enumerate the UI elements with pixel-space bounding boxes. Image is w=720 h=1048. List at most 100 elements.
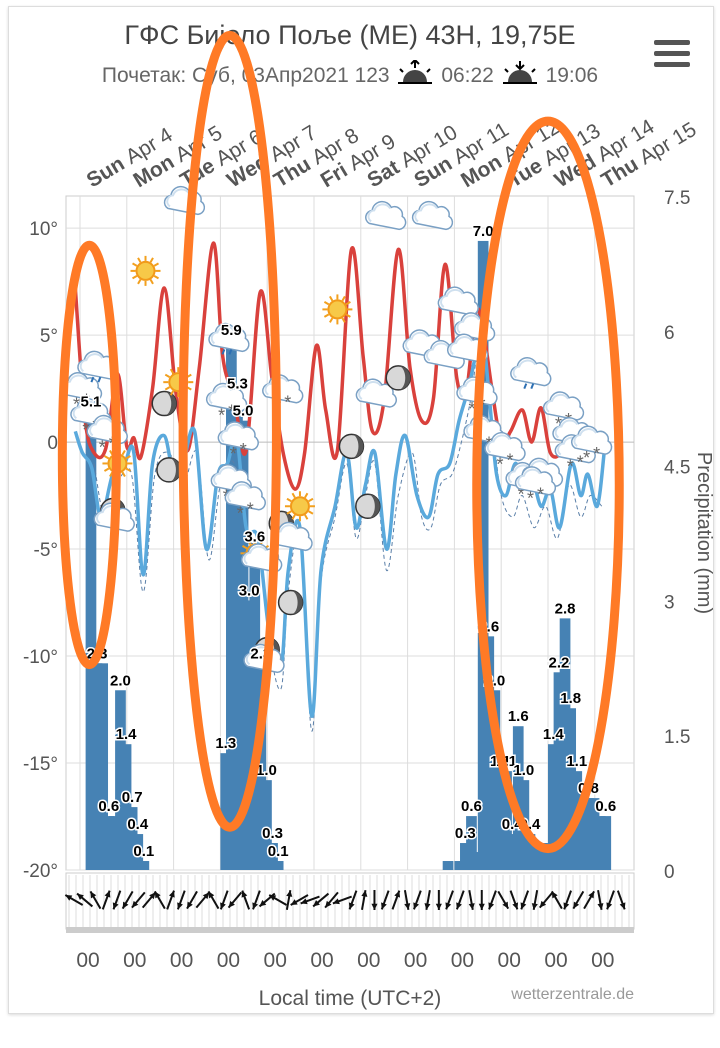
raindrop-icon <box>228 348 233 355</box>
weather-moon-icon <box>156 457 182 483</box>
precip-bar <box>103 816 115 870</box>
temp-tick-label: -5° <box>34 540 59 561</box>
raindrop-icon <box>221 348 226 355</box>
precip-bar <box>120 744 132 870</box>
wind-arrow-icon <box>509 890 519 910</box>
wind-arrow-icon <box>520 890 530 910</box>
precip-bar <box>267 843 278 870</box>
temp-tick-label: 10° <box>29 219 58 240</box>
wind-arrow-icon <box>361 889 368 911</box>
wind-arrow-icon <box>153 890 166 910</box>
snowflake-icon: * <box>218 405 225 425</box>
weather-cloud-snow-icon <box>542 391 585 421</box>
hamburger-menu-icon[interactable] <box>654 40 690 68</box>
wind-arrow-icon <box>290 894 309 906</box>
wind-arrow-icon <box>186 890 198 910</box>
precip-value-label: 0.6 <box>595 798 616 815</box>
precip-bar <box>483 636 495 870</box>
precip-bar <box>600 816 612 870</box>
snowflake-icon: * <box>577 453 584 473</box>
wind-arrow-icon <box>616 890 626 910</box>
wind-arrow-icon <box>176 890 186 910</box>
wind-arrow-icon <box>413 890 422 910</box>
x-tick-label: 00 <box>451 949 474 972</box>
wind-arrow-icon <box>131 891 146 909</box>
snowflake-icon: * <box>240 440 247 460</box>
precip-value-label: 5.3 <box>227 376 248 393</box>
x-tick-label: 00 <box>404 949 427 972</box>
precip-bar <box>594 816 606 870</box>
weather-cloud-snow-icon <box>224 481 266 511</box>
precip-bar <box>495 771 506 870</box>
wind-arrow-icon <box>551 890 563 910</box>
precip-value-label: 1.1 <box>566 753 587 770</box>
precip-bar <box>530 843 541 870</box>
precip-value-label: 5.0 <box>233 403 254 420</box>
precip-bar <box>442 861 454 870</box>
weather-moon-icon <box>338 433 365 460</box>
wind-arrow-icon <box>268 894 288 906</box>
x-tick-label: 00 <box>310 949 333 972</box>
wind-arrow-icon <box>424 889 431 911</box>
wind-arrow-icon <box>572 890 585 910</box>
precip-bar <box>524 834 536 870</box>
precip-value-label: 1.3 <box>215 735 236 752</box>
snowflake-icon: * <box>583 448 590 468</box>
x-axis-title: Local time (UTC+2) <box>259 987 442 1010</box>
wind-arrow-icon <box>312 892 330 908</box>
precip-tick-label: 6 <box>664 323 675 344</box>
wind-arrow-icon <box>64 894 84 906</box>
wind-arrow-icon <box>445 890 454 910</box>
weather-moon-icon <box>277 589 304 616</box>
weather-cloud-snow-icon <box>514 466 557 496</box>
precip-bar <box>272 861 284 870</box>
page-title: ГФС Бијело Поље (МЕ) 43Н, 19,75Е <box>124 20 576 50</box>
wind-arrow-icon <box>141 891 157 909</box>
wind-strip <box>65 872 635 930</box>
wind-arrow-icon <box>241 890 251 910</box>
precip-value-label: 2.0 <box>110 672 131 689</box>
precip-tick-label: 7.5 <box>664 188 690 209</box>
wind-arrow-icon <box>219 890 229 910</box>
precip-value-label: 1.8 <box>560 690 581 707</box>
temp-tick-label: -10° <box>23 647 58 668</box>
snowflake-icon: * <box>230 444 237 464</box>
precip-value-label: 1.0 <box>513 762 534 779</box>
snowflake-icon: * <box>507 450 514 470</box>
precip-value-label: 1.6 <box>508 708 529 725</box>
precip-value-label: 5.9 <box>221 322 242 339</box>
wind-arrow-icon <box>324 891 339 909</box>
precip-bar <box>553 672 565 870</box>
annotation-ellipse <box>472 116 624 854</box>
wind-arrow-icon <box>403 889 411 911</box>
weather-sun-icon <box>284 491 315 522</box>
weather-sun-icon <box>322 294 353 325</box>
snowflake-icon: * <box>537 485 544 505</box>
precip-tick-label: 4.5 <box>664 458 690 479</box>
precip-tick-label: 0 <box>664 862 675 883</box>
precip-bar <box>477 240 489 870</box>
x-tick-label: 00 <box>591 949 614 972</box>
snowflake-icon: * <box>82 420 89 440</box>
precip-bar <box>249 546 261 870</box>
precip-bar <box>126 807 138 870</box>
precip-bar <box>226 339 237 871</box>
precip-bar <box>577 798 588 870</box>
x-tick-label: 00 <box>170 949 193 972</box>
snowflake-icon: * <box>497 454 504 474</box>
precip-value-label: 0.6 <box>98 798 119 815</box>
precip-bar <box>501 771 512 870</box>
snowflake-icon: * <box>237 504 244 524</box>
weather-moon-icon <box>355 493 381 520</box>
precip-axis-title: Precipitation (mm) <box>693 452 715 614</box>
wind-arrow-icon <box>252 890 261 910</box>
x-tick-label: 00 <box>217 949 240 972</box>
credit-label: wetterzentrale.de <box>510 986 634 1003</box>
precip-bar <box>548 744 559 870</box>
wind-arrow-icon <box>101 890 111 910</box>
sunset-time: 19:06 <box>545 64 599 87</box>
weather-cloud-icon <box>355 378 397 408</box>
weather-moon-icon <box>385 365 411 391</box>
weather-cloud-snow-icon <box>205 382 248 413</box>
annotation-ellipse <box>57 240 121 670</box>
